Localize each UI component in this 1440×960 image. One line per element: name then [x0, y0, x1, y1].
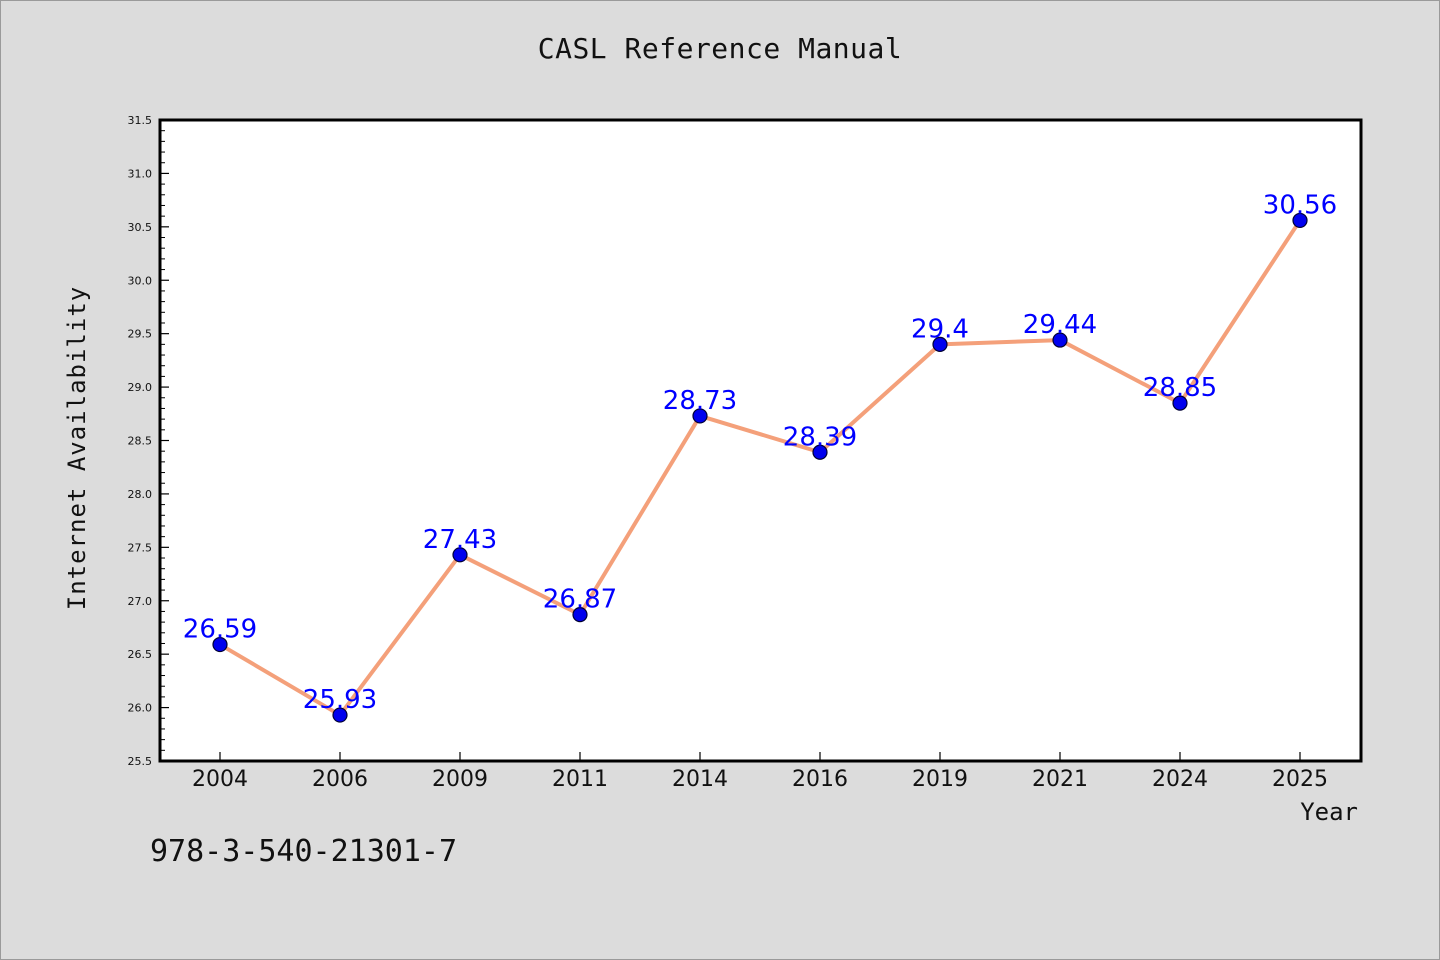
data-point: [1052, 332, 1068, 348]
data-point: [452, 547, 468, 563]
x-tick-label: 2011: [552, 767, 608, 792]
y-tick-label: 30.0: [128, 274, 153, 287]
series-markers: [212, 212, 1308, 723]
x-tick-label: 2006: [312, 767, 368, 792]
data-point: [1172, 395, 1188, 411]
y-tick-label: 28.5: [128, 435, 153, 448]
data-label: 26.59: [183, 615, 257, 645]
data-label: 28.39: [783, 422, 857, 452]
data-label: 29.44: [1023, 310, 1097, 340]
data-point: [332, 707, 348, 723]
y-tick-label: 29.0: [128, 381, 153, 394]
y-tick-label: 29.5: [128, 328, 153, 341]
y-tick-label: 31.5: [128, 114, 153, 127]
data-label: 27.43: [423, 525, 497, 555]
data-label: 28.73: [663, 386, 737, 416]
x-tick-label: 2016: [792, 767, 848, 792]
x-axis: 2004 2006 2009 2011 2014 2016 2019 2021 2024 2025: [192, 752, 1328, 792]
x-tick-label: 2009: [432, 767, 488, 792]
y-tick-label: 25.5: [128, 755, 153, 768]
data-point: [812, 444, 828, 460]
y-tick-label: 26.0: [128, 702, 153, 715]
data-point: [932, 336, 948, 352]
y-tick-label: 27.0: [128, 595, 153, 608]
y-axis-label: Internet Availability: [63, 286, 91, 610]
data-point: [572, 607, 588, 623]
data-label: 29.4: [911, 314, 969, 344]
data-label: 28.85: [1143, 373, 1217, 403]
y-tick-label: 26.5: [128, 648, 153, 661]
y-tick-label: 28.0: [128, 488, 153, 501]
series-line: [218, 218, 1302, 718]
data-point: [692, 408, 708, 424]
x-tick-label: 2025: [1272, 767, 1328, 792]
x-axis-label: Year: [1300, 798, 1358, 826]
x-tick-label: 2021: [1032, 767, 1088, 792]
data-label: 26.87: [543, 585, 617, 615]
y-tick-label: 30.5: [128, 221, 153, 234]
y-tick-label: 27.5: [128, 541, 153, 554]
data-point: [1292, 212, 1308, 229]
x-tick-label: 2024: [1152, 767, 1208, 792]
x-tick-label: 2004: [192, 767, 248, 792]
data-label: 25.93: [303, 685, 377, 715]
y-axis: 25.5 26.0 26.5 27.0 27.5 28.0 28.5 29.0 29.5 30.0…: [128, 114, 169, 768]
data-label: 30.56: [1263, 190, 1337, 220]
y-tick-label: 31.0: [128, 167, 153, 180]
data-labels: 26.59 25.93 27.43 26.87 28.73 28.39 29.4 29.44 2…: [183, 190, 1337, 715]
x-tick-label: 2019: [912, 767, 968, 792]
x-tick-label: 2014: [672, 767, 728, 792]
data-point: [212, 636, 228, 653]
chart-title: CASL Reference Manual: [537, 32, 903, 65]
plot-area: [158, 118, 1363, 763]
isbn-note: 978-3-540-21301-7: [150, 834, 458, 869]
